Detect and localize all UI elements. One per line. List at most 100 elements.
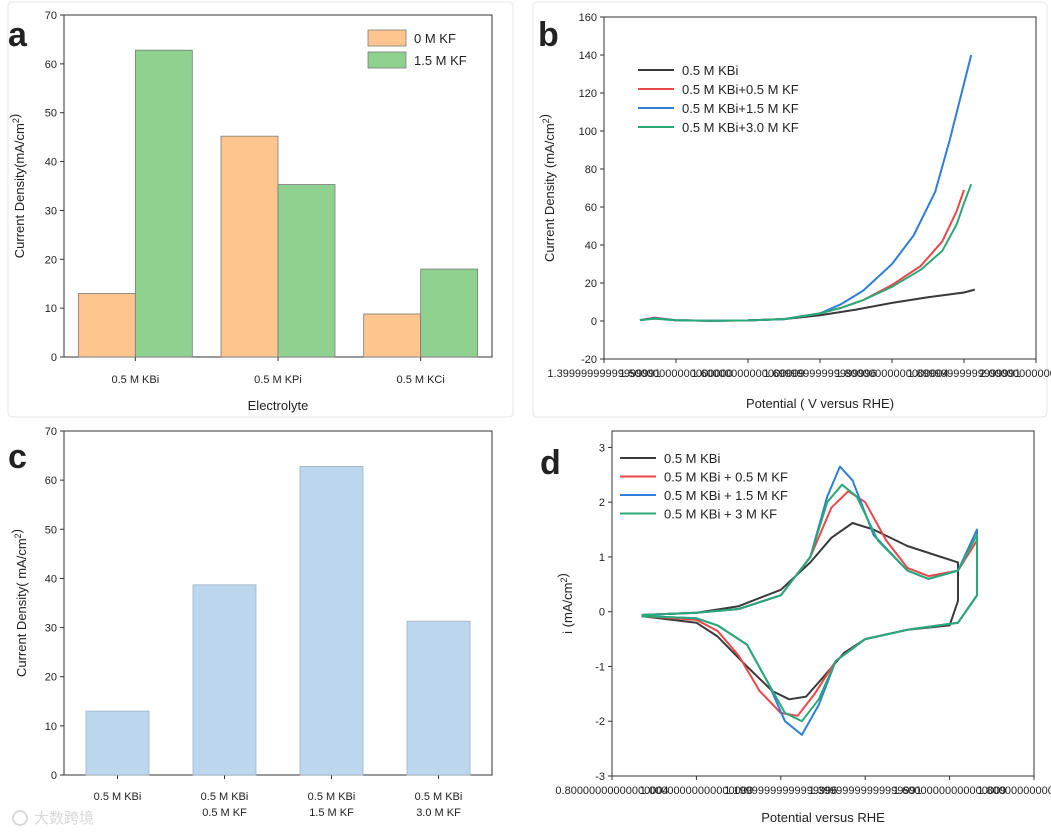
panel-a-bar	[77, 293, 136, 358]
panel-c-y-tick-label: 50	[45, 524, 57, 536]
panel-d-x-tick-label: 1.39999999999999991	[809, 785, 922, 797]
panel-a-y-tick-label: 50	[45, 108, 57, 120]
panel-letter-c: c	[8, 438, 27, 476]
panel-a-y-axis-label: Current Density(mA/cm2)	[7, 114, 27, 258]
panel-a-y-tick-label: 30	[45, 205, 57, 217]
panel-d-y-tick-label: -1	[595, 661, 605, 673]
panel-b-legend-label: 0.5 M KBi+3.0 M KF	[682, 120, 799, 135]
panel-c-y-tick-label: 70	[45, 426, 57, 438]
panel-c: 0 10 20 30 40 50 60 70 0.5 M KBi 0.5 M KBi 0.5 M K…	[9, 426, 493, 819]
panel-d-y-tick-label: 0	[599, 607, 605, 619]
panel-c-category-label: 1.5 M KF	[309, 807, 354, 819]
panel-c-bar	[85, 710, 150, 776]
panel-b-legend-label: 0.5 M KBi+0.5 M KF	[682, 82, 799, 97]
panel-a-x-axis-label: Electrolyte	[248, 398, 309, 413]
panel-b-y-tick-label: 80	[585, 164, 597, 176]
panel-c-category-label: 0.5 M KBi	[308, 791, 356, 803]
panel-a-y-tick-label: 40	[45, 157, 57, 169]
panel-d: -3 -2 -1 0 1 2 3 0.800000000000000041.000000000…	[555, 430, 1051, 825]
panel-d-y-axis-label: i (mA/cm2)	[555, 573, 575, 634]
panel-a-legend-label: 1.5 M KF	[414, 53, 467, 68]
panel-d-series-line	[641, 522, 959, 701]
panel-b-y-tick-label: -20	[581, 354, 597, 366]
panel-d-legend-label: 0.5 M KBi + 0.5 M KF	[664, 470, 788, 485]
panel-b-x-tick-label: 1.69999999999999996	[763, 368, 876, 380]
panel-a-legend-swatch	[367, 29, 407, 47]
panel-d-x-tick-label: 1.80000000000000004	[977, 785, 1051, 797]
panel-c-y-tick-label: 0	[51, 770, 57, 782]
panel-a-y-tick-label: 70	[45, 10, 57, 22]
panel-a-bar	[363, 313, 422, 358]
panel-d-x-tick-label: 1.60000000000000009	[893, 785, 1006, 797]
panel-b-y-tick-label: 0	[591, 316, 597, 328]
panel-b-legend-label: 0.5 M KBi	[682, 63, 738, 78]
panel-d-legend-label: 0.5 M KBi	[664, 451, 720, 466]
panel-c-y-axis-label: Current Density( mA/cm2)	[9, 529, 29, 677]
panel-a-category-label: 0.5 M KPi	[254, 374, 302, 386]
panel-b-y-tick-label: 100	[579, 126, 597, 138]
panel-c-bar	[192, 584, 257, 776]
panel-d-series-line	[641, 490, 978, 717]
panel-d-legend-label: 0.5 M KBi + 1.5 M KF	[664, 488, 788, 503]
panel-c-bar	[406, 620, 471, 776]
panel-b-x-tick-label: 1.89999999999999991	[907, 368, 1020, 380]
panel-c-plot-frame	[63, 430, 493, 776]
panel-a-y-tick-label: 60	[45, 59, 57, 71]
panel-c-category-label: 0.5 M KF	[202, 807, 247, 819]
panel-d-series-line	[641, 483, 978, 723]
panel-a-legend-label: 0 M KF	[414, 31, 456, 46]
panel-b-y-tick-label: 60	[585, 202, 597, 214]
panel-b-y-tick-label: 120	[579, 88, 597, 100]
panel-b-y-tick-label: 160	[579, 12, 597, 24]
panel-b: -20 0 20 40 60 80 100 120 140 160 1.39999999999999…	[537, 12, 1051, 411]
panel-b-y-tick-label: 140	[579, 50, 597, 62]
panel-b-series-line	[639, 183, 973, 322]
panel-b-x-tick-label: 1.60000000000000009	[691, 368, 804, 380]
panel-b-legend-label: 0.5 M KBi+1.5 M KF	[682, 101, 799, 116]
panel-c-y-tick-label: 40	[45, 573, 57, 585]
panel-b-frame	[532, 1, 1048, 418]
panel-a-bar	[134, 49, 193, 358]
panel-c-y-tick-label: 30	[45, 623, 57, 635]
panel-letter-a: a	[8, 16, 28, 54]
panel-c-y-tick-label: 10	[45, 721, 57, 733]
panel-d-legend-label: 0.5 M KBi + 3 M KF	[664, 507, 777, 522]
panel-a-category-label: 0.5 M KCi	[397, 374, 445, 386]
panel-d-plot-frame	[611, 430, 1035, 777]
panel-d-x-axis-label: Potential versus RHE	[761, 810, 885, 825]
panel-a-y-tick-label: 0	[51, 352, 57, 364]
panel-d-y-tick-label: 2	[599, 497, 605, 509]
watermark-text: 大数跨境	[34, 809, 94, 827]
panel-d-x-tick-label: 1.00000000000000000	[640, 785, 753, 797]
panel-b-y-tick-label: 20	[585, 278, 597, 290]
panel-d-y-tick-label: 1	[599, 552, 605, 564]
panel-c-category-label: 0.5 M KBi	[201, 791, 249, 803]
panel-letter-b: b	[538, 16, 559, 54]
panel-a-legend-swatch	[367, 51, 407, 69]
panel-b-x-tick-label: 1.50000000000000000	[619, 368, 732, 380]
panel-c-y-tick-label: 20	[45, 672, 57, 684]
panel-c-category-label: 0.5 M KBi	[415, 791, 463, 803]
panel-a-y-tick-label: 10	[45, 303, 57, 315]
panel-b-x-tick-label: 1.80000000000000004	[835, 368, 948, 380]
panel-a-bar	[277, 184, 336, 358]
watermark: 大数跨境	[12, 809, 94, 827]
panel-b-y-tick-label: 40	[585, 240, 597, 252]
panel-b-x-tick-label: 1.39999999999999991	[547, 368, 660, 380]
panel-c-y-tick-label: 60	[45, 475, 57, 487]
panel-a-bar	[420, 268, 479, 358]
panel-b-x-axis-label: Potential ( V versus RHE)	[746, 396, 894, 411]
panel-a-bar	[220, 135, 279, 358]
panel-d-y-tick-label: 3	[599, 442, 605, 454]
panel-b-y-axis-label: Current Density (mA/cm2)	[537, 114, 557, 262]
panel-d-y-tick-label: -2	[595, 716, 605, 728]
panel-a: 0 10 20 30 40 50 60 70 0.5 M KBi 0.5 M KPi 0.5 M K…	[7, 10, 493, 413]
panel-d-x-tick-label: 1.19999999999999996	[724, 785, 837, 797]
panel-d-x-tick-label: 0.80000000000000004	[555, 785, 668, 797]
panel-b-x-tick-label: 2.00000000000000000	[979, 368, 1051, 380]
panel-c-category-label: 0.5 M KBi	[94, 791, 142, 803]
panel-a-y-tick-label: 20	[45, 254, 57, 266]
panel-letter-d: d	[540, 444, 561, 482]
panel-c-category-label: 3.0 M KF	[416, 807, 461, 819]
